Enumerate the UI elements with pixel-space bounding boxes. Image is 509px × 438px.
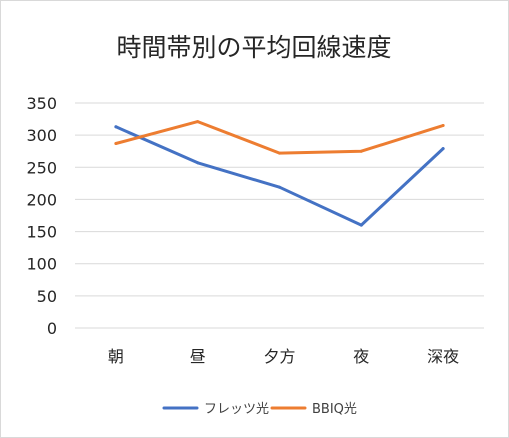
y-tick-label: 200: [26, 190, 57, 209]
legend-label: フレッツ光: [204, 402, 269, 417]
data-point: [441, 124, 445, 127]
y-tick-label: 250: [26, 158, 57, 177]
y-tick-label: 0: [47, 319, 57, 338]
y-tick-label: 150: [26, 223, 57, 242]
data-point: [196, 120, 200, 124]
data-point: [114, 142, 118, 145]
legend-label: BBIQ光: [312, 402, 357, 417]
data-point: [441, 147, 445, 151]
x-tick-label: 朝: [108, 347, 124, 366]
y-tick-label: 350: [26, 94, 57, 113]
y-axis-ticks: 0 50 100 150 200 250 300 350: [26, 94, 57, 338]
data-point: [359, 223, 363, 227]
y-tick-label: 50: [37, 287, 57, 306]
data-point: [196, 161, 200, 165]
y-tick-label: 300: [26, 126, 57, 145]
x-tick-label: 昼: [190, 347, 206, 366]
x-tick-label: 深夜: [427, 347, 459, 366]
data-point: [114, 125, 118, 129]
x-tick-label: 夜: [353, 347, 369, 366]
legend: フレッツ光 BBIQ光: [162, 402, 357, 417]
x-axis-ticks: 朝 昼 夕方 夜 深夜: [108, 347, 459, 366]
data-point: [278, 185, 281, 189]
chart-title: 時間帯別の平均回線速度: [116, 33, 391, 62]
x-tick-label: 夕方: [263, 347, 295, 366]
series-lines: [114, 120, 445, 227]
data-point: [278, 151, 281, 155]
y-tick-label: 100: [26, 255, 57, 274]
data-point: [359, 149, 363, 153]
